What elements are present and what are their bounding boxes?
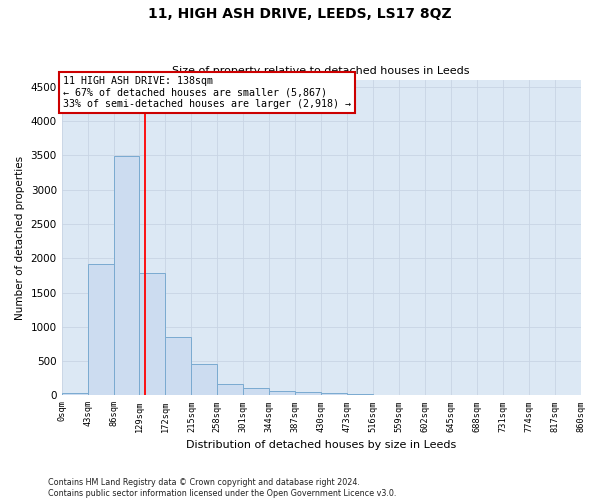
Y-axis label: Number of detached properties: Number of detached properties — [15, 156, 25, 320]
X-axis label: Distribution of detached houses by size in Leeds: Distribution of detached houses by size … — [186, 440, 456, 450]
Bar — [243, 388, 269, 396]
Text: 11, HIGH ASH DRIVE, LEEDS, LS17 8QZ: 11, HIGH ASH DRIVE, LEEDS, LS17 8QZ — [148, 8, 452, 22]
Text: Contains HM Land Registry data © Crown copyright and database right 2024.
Contai: Contains HM Land Registry data © Crown c… — [48, 478, 397, 498]
Bar — [295, 392, 321, 396]
Text: 11 HIGH ASH DRIVE: 138sqm
← 67% of detached houses are smaller (5,867)
33% of se: 11 HIGH ASH DRIVE: 138sqm ← 67% of detac… — [64, 76, 352, 109]
Bar — [217, 384, 243, 396]
Bar — [269, 390, 295, 396]
Bar — [191, 364, 217, 396]
Title: Size of property relative to detached houses in Leeds: Size of property relative to detached ho… — [172, 66, 470, 76]
Bar — [113, 156, 139, 396]
Bar — [347, 394, 373, 396]
Bar — [62, 393, 88, 396]
Bar — [166, 336, 191, 396]
Bar — [88, 264, 113, 396]
Bar — [321, 393, 347, 396]
Bar — [139, 274, 166, 396]
